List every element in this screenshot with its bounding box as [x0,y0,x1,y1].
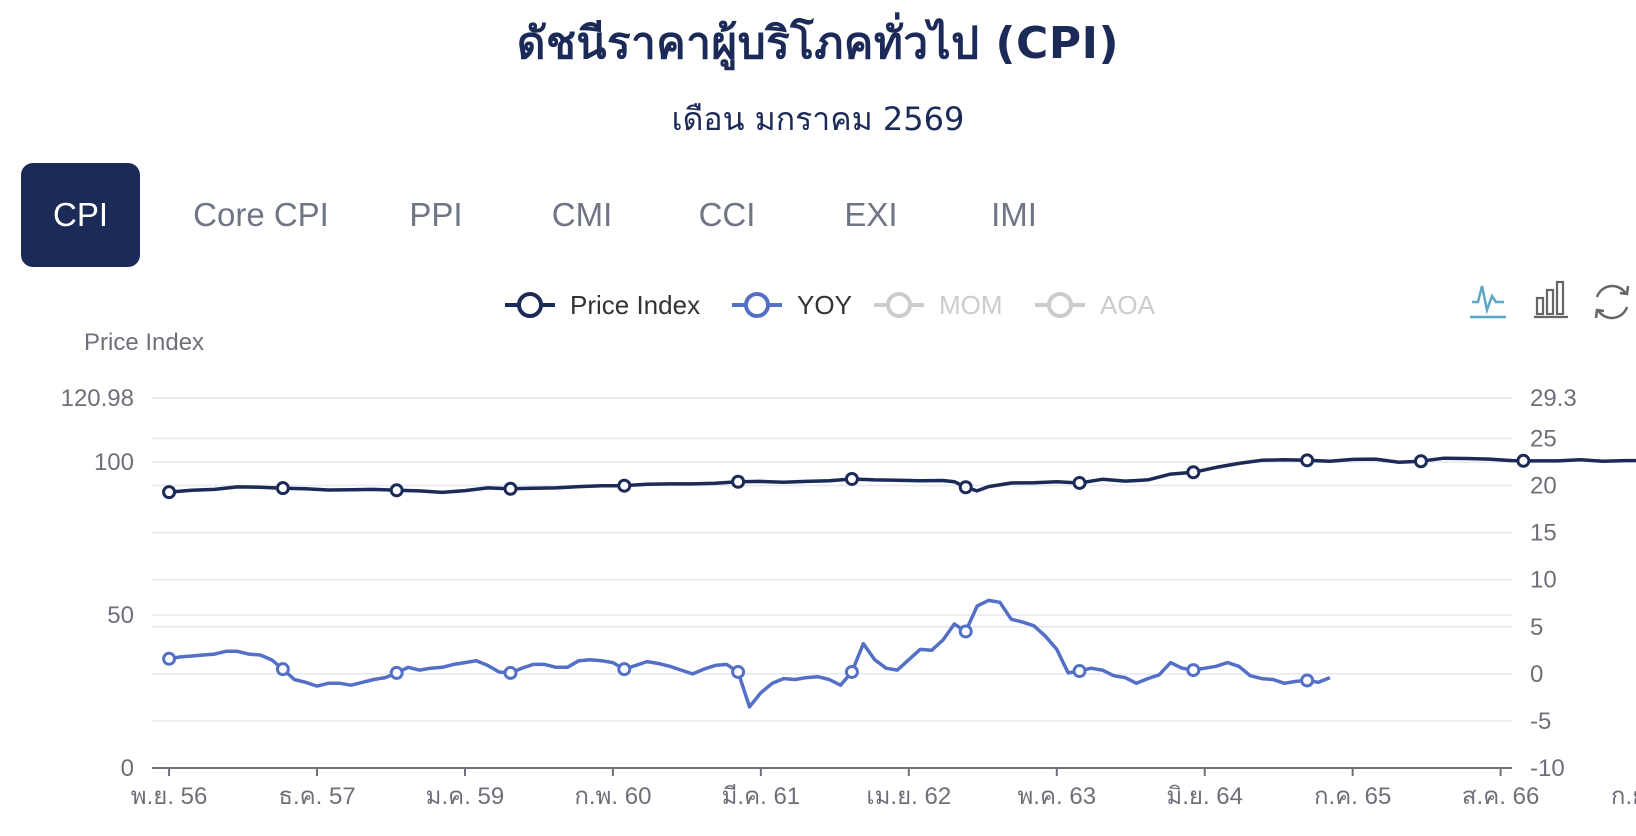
x-tick-label: ธ.ค. 57 [278,783,355,810]
point-price-index[interactable] [1300,453,1315,468]
left-tick-label: 100 [94,449,134,476]
x-tick-label: มี.ค. 61 [722,783,801,810]
legend-marker-mom [886,292,912,318]
right-tick-label: 25 [1530,425,1557,452]
point-yoy[interactable] [731,664,746,679]
tab-cpi[interactable]: CPI [21,163,140,267]
x-tick-label: มิ.ย. 64 [1166,783,1243,810]
point-yoy[interactable] [1072,664,1087,679]
point-yoy[interactable] [162,651,177,666]
right-tick-label: 20 [1530,473,1557,500]
point-price-index[interactable] [503,481,518,496]
right-tick-label: 5 [1530,614,1543,641]
legend-marker-price-index [517,292,543,318]
point-yoy[interactable] [844,664,859,679]
legend-marker-yoy [744,292,770,318]
legend-item-aoa[interactable]: AOA [1035,290,1156,320]
series-layer [162,453,1636,709]
legend-item-price-index[interactable]: Price Index [505,290,700,320]
point-price-index[interactable] [958,480,973,495]
series-line-yoy [168,598,1331,709]
right-tick-label: -10 [1530,755,1565,782]
left-tick-label: 0 [121,755,134,782]
x-tick-label: ก.ย. 67 [1611,783,1636,810]
point-yoy[interactable] [958,624,973,639]
tab-imi[interactable]: IMI [991,196,1037,233]
legend-label-mom: MOM [939,290,1003,320]
point-yoy[interactable] [503,665,518,680]
point-price-index[interactable] [1072,475,1087,490]
tab-cci[interactable]: CCI [698,196,756,233]
legend-label-aoa: AOA [1100,290,1156,320]
page-title: ดัชนีราคาผู้บริโภคทั่วไป (CPI) [516,18,1120,69]
restore-icon[interactable] [1590,280,1634,324]
chart-legend: Price Index YOY MOM AOA [505,290,1156,320]
x-tick-label: เม.ย. 62 [866,783,951,810]
right-tick-label: 10 [1530,567,1557,594]
right-tick-label: 15 [1530,520,1557,547]
tab-exi[interactable]: EXI [844,196,898,233]
line-chart-icon[interactable] [1468,280,1508,324]
point-yoy[interactable] [617,662,632,677]
right-y-axis: 29.3 25 20 15 10 5 0 -5 -10 [1530,385,1577,782]
point-price-index[interactable] [731,474,746,489]
point-price-index[interactable] [1413,454,1428,469]
left-tick-label: 120.98 [61,385,134,412]
x-tick-label: ก.ค. 65 [1314,783,1391,810]
point-yoy[interactable] [275,662,290,677]
tab-core-cpi[interactable]: Core CPI [193,196,329,233]
right-tick-label: 29.3 [1530,385,1577,412]
tab-ppi[interactable]: PPI [409,196,463,233]
point-price-index[interactable] [844,471,859,486]
point-price-index[interactable] [617,478,632,493]
x-tick-label: ส.ค. 66 [1462,783,1539,810]
point-price-index[interactable] [389,483,404,498]
left-y-axis: 120.98 100 50 0 [61,385,134,782]
point-price-index[interactable] [1186,465,1201,480]
point-yoy[interactable] [389,665,404,680]
bar-chart-icon[interactable] [1532,280,1572,324]
point-price-index[interactable] [162,485,177,500]
x-tick-label: ก.พ. 60 [574,783,651,810]
point-price-index[interactable] [1516,453,1531,468]
x-tick-label: พ.ย. 56 [131,783,208,810]
point-yoy[interactable] [1300,673,1315,688]
right-tick-label: 0 [1530,661,1543,688]
x-tick-label: ม.ค. 59 [426,783,505,810]
point-yoy[interactable] [1186,663,1201,678]
legend-marker-aoa [1047,292,1073,318]
legend-item-mom[interactable]: MOM [874,290,1003,320]
x-tick-label: พ.ค. 63 [1017,783,1096,810]
right-tick-label: -5 [1530,708,1551,735]
left-tick-label: 50 [107,602,134,629]
legend-label-price-index: Price Index [570,290,700,320]
x-axis: พ.ย. 56 ธ.ค. 57 ม.ค. 59 ก.พ. 60 มี.ค. 61 เม.ย… [131,767,1636,810]
legend-item-yoy[interactable]: YOY [732,290,852,320]
left-axis-title: Price Index [84,329,204,356]
page-subtitle: เดือน มกราคม 2569 [671,100,965,138]
point-price-index[interactable] [275,481,290,496]
legend-label-yoy: YOY [797,290,852,320]
tab-cmi[interactable]: CMI [551,196,613,233]
